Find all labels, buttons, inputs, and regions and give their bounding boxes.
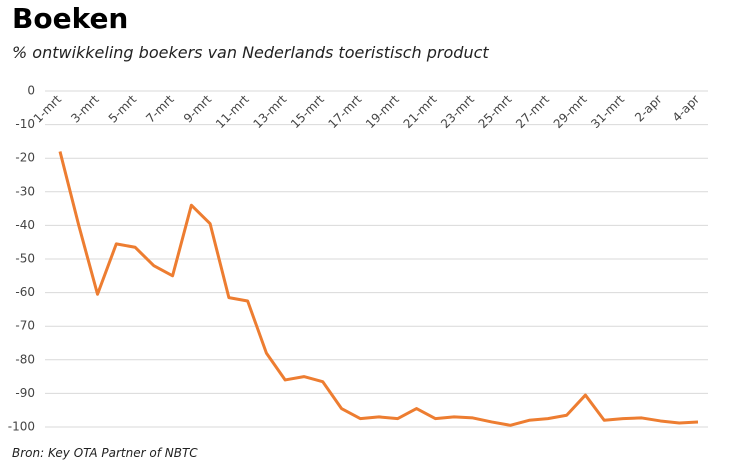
x-tick-label: 15-mrt (288, 92, 327, 131)
x-tick-label: 25-mrt (476, 92, 515, 131)
x-tick-label: 7-mrt (143, 92, 177, 126)
x-tick-label: 29-mrt (551, 92, 590, 131)
x-tick-label: 31-mrt (588, 92, 627, 131)
x-tick-label: 17-mrt (326, 92, 365, 131)
y-tick-label: 0 (27, 84, 35, 98)
x-tick-label: 21-mrt (401, 92, 440, 131)
line-series (58, 151, 699, 427)
x-tick-label: 3-mrt (68, 92, 102, 126)
x-tick-label: 19-mrt (363, 92, 402, 131)
y-tick-label: -90 (15, 386, 35, 400)
x-tick-label: 13-mrt (250, 92, 289, 131)
x-tick-label: 23-mrt (438, 92, 477, 131)
y-tick-label: -50 (15, 252, 35, 266)
x-tick-label: 4-apr (670, 92, 702, 124)
y-tick-label: -100 (8, 420, 35, 434)
x-tick-label: 2-apr (632, 92, 664, 124)
y-tick-label: -80 (15, 352, 35, 366)
y-tick-label: -30 (15, 184, 35, 198)
y-tick-label: -20 (15, 151, 35, 165)
x-tick-label: 11-mrt (213, 92, 252, 131)
source: Bron: Key OTA Partner of NBTC (12, 446, 198, 460)
y-tick-label: -10 (15, 117, 35, 131)
x-tick-label: 1-mrt (31, 92, 65, 126)
y-tick-label: -60 (15, 285, 35, 299)
x-tick-label: 27-mrt (513, 92, 552, 131)
chart-title: Boeken (12, 2, 128, 35)
chart-subtitle: % ontwikkeling boekers van Nederlands to… (12, 43, 489, 62)
y-tick-label: -70 (15, 319, 35, 333)
x-tick-label: 5-mrt (106, 92, 140, 126)
x-tick-label: 9-mrt (181, 92, 215, 126)
y-tick-label: -40 (15, 218, 35, 232)
